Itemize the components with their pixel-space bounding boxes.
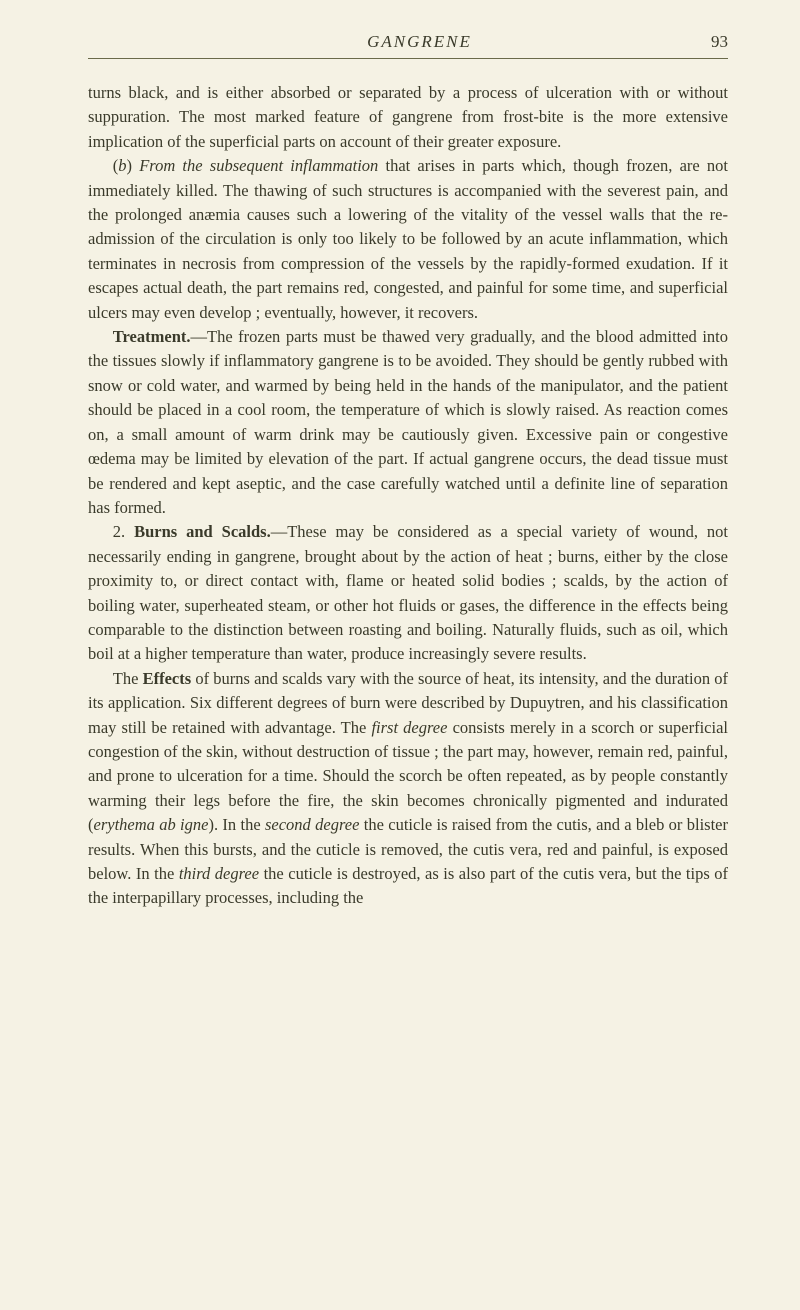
text-run: —These may be considered as a special va… (88, 522, 728, 663)
text-run: —The frozen parts must be thawed very gr… (88, 327, 728, 517)
text-run: turns black, and is either absorbed or s… (88, 83, 728, 151)
bold-heading: Treatment. (113, 327, 191, 346)
paragraph-1: turns black, and is either absorbed or s… (88, 81, 728, 154)
paragraph-3: Treatment.—The frozen parts must be thaw… (88, 325, 728, 520)
italic-run: From the subsequent inflammation (139, 156, 378, 175)
paragraph-2: (b) From the subsequent inflammation tha… (88, 154, 728, 325)
italic-run: third degree (179, 864, 259, 883)
page-number: 93 (711, 32, 728, 52)
italic-run: second degree (265, 815, 359, 834)
text-run: The (113, 669, 143, 688)
italic-run: first degree (371, 718, 447, 737)
bold-heading: Effects (143, 669, 192, 688)
text-run: that arises in parts which, though froze… (88, 156, 728, 321)
italic-run: erythema ab igne (94, 815, 209, 834)
text-run: ). In the (208, 815, 265, 834)
body-text: turns black, and is either absorbed or s… (88, 81, 728, 911)
text-run: ) (127, 156, 140, 175)
paragraph-5: The Effects of burns and scalds vary wit… (88, 667, 728, 911)
running-head: GANGRENE (128, 32, 711, 52)
section-number: 2. (113, 522, 134, 541)
page-header: GANGRENE 93 (88, 32, 728, 59)
italic-run: b (118, 156, 126, 175)
paragraph-4: 2. Burns and Scalds.—These may be consid… (88, 520, 728, 666)
bold-heading: Burns and Scalds. (134, 522, 271, 541)
